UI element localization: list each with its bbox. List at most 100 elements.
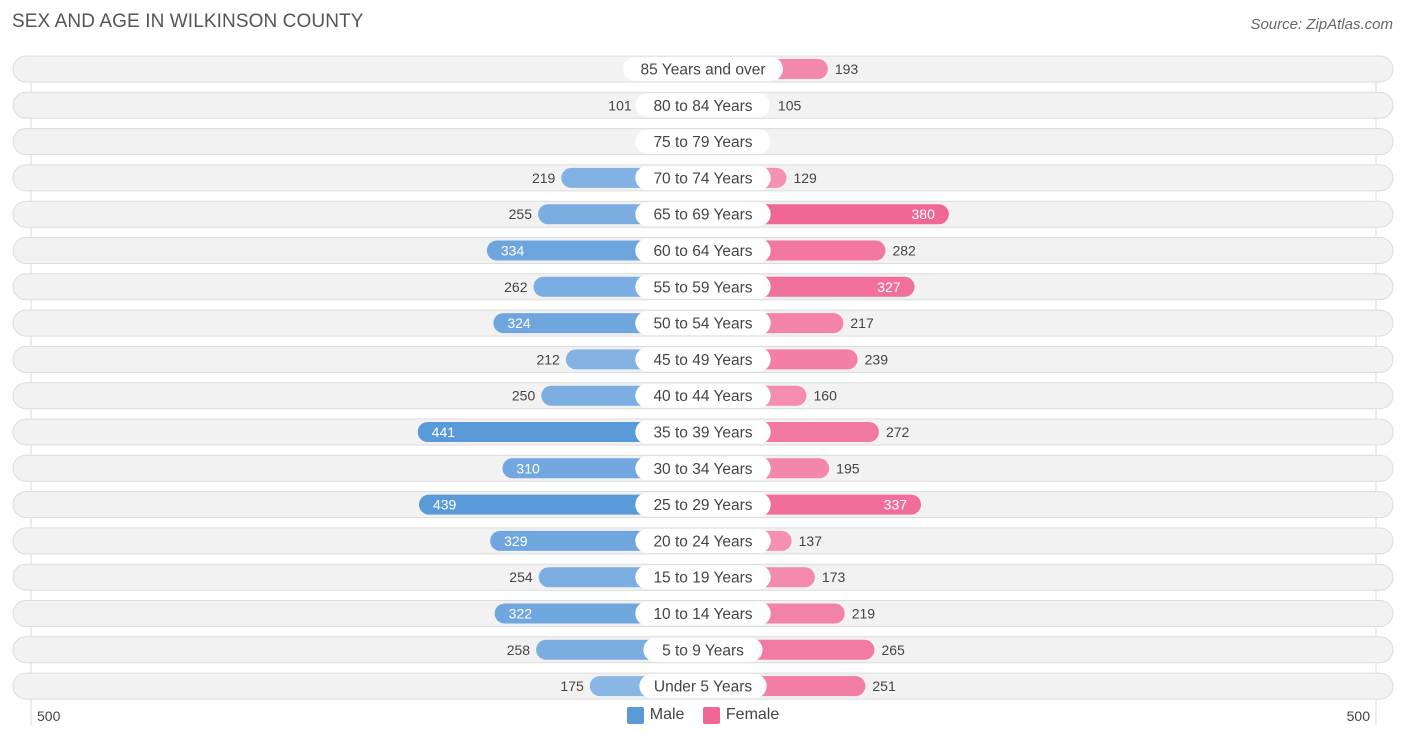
female-value-label: 272 xyxy=(886,424,910,440)
legend-item-male: Male xyxy=(626,706,685,724)
row-3: 219 129 70 to 74 Years xyxy=(12,164,1394,192)
category-label: Under 5 Years xyxy=(654,679,752,696)
axis-label-right: 500 xyxy=(1346,708,1370,724)
row-7: 324 217 50 to 54 Years xyxy=(12,309,1394,337)
male-value-label: 262 xyxy=(504,279,528,295)
category-pill xyxy=(635,383,771,408)
female-value-label: 129 xyxy=(793,170,817,186)
category-label: 20 to 24 Years xyxy=(653,533,752,550)
category-pill xyxy=(643,637,763,662)
male-value-label: 324 xyxy=(507,315,531,331)
row-14: 254 173 15 to 19 Years xyxy=(12,563,1394,591)
male-value-label: 310 xyxy=(516,460,540,476)
legend-label-male: Male xyxy=(649,706,685,723)
male-value-label: 219 xyxy=(532,170,556,186)
male-value-label: 439 xyxy=(433,497,457,513)
category-label: 85 Years and over xyxy=(641,62,766,79)
category-label: 40 to 44 Years xyxy=(653,388,752,405)
category-label: 5 to 9 Years xyxy=(662,642,744,659)
chart-title: SEX AND AGE IN WILKINSON COUNTY xyxy=(12,11,364,32)
male-bar xyxy=(417,422,703,442)
row-15: 322 219 10 to 14 Years xyxy=(12,600,1394,627)
category-label: 10 to 14 Years xyxy=(653,606,752,623)
category-pill xyxy=(635,129,771,154)
category-label: 35 to 39 Years xyxy=(653,425,752,442)
category-label: 80 to 84 Years xyxy=(653,98,752,115)
row-16: 258 265 5 to 9 Years xyxy=(12,636,1394,664)
category-pill xyxy=(635,202,771,227)
male-value-label: 250 xyxy=(512,388,536,404)
male-bar xyxy=(418,494,703,515)
male-value-label: 175 xyxy=(560,678,584,694)
category-label: 50 to 54 Years xyxy=(653,316,752,333)
category-pill xyxy=(635,565,771,590)
row-10: 441 272 35 to 39 Years xyxy=(12,418,1394,446)
female-value-label: 219 xyxy=(852,606,876,622)
female-value-label: 193 xyxy=(835,61,859,77)
category-pill xyxy=(635,601,771,626)
male-value-label: 329 xyxy=(504,533,528,549)
category-label: 70 to 74 Years xyxy=(653,170,752,187)
row-11: 310 195 30 to 34 Years xyxy=(12,454,1394,482)
category-pill xyxy=(639,674,767,699)
female-value-label: 137 xyxy=(799,533,823,549)
category-pill xyxy=(635,165,771,190)
row-8: 212 239 45 to 49 Years xyxy=(12,345,1394,373)
category-pill xyxy=(635,311,771,336)
male-value-label: 258 xyxy=(507,642,531,658)
row-9: 250 160 40 to 44 Years xyxy=(12,382,1394,410)
male-value-label: 212 xyxy=(536,351,560,367)
male-value-label: 334 xyxy=(501,243,525,259)
row-4: 255 380 65 to 69 Years xyxy=(12,200,1394,228)
row-6: 262 327 55 to 59 Years xyxy=(12,273,1394,301)
female-value-label: 195 xyxy=(836,460,860,476)
category-label: 45 to 49 Years xyxy=(653,352,752,369)
category-label: 55 to 59 Years xyxy=(653,279,752,296)
row-12: 439 337 25 to 29 Years xyxy=(12,491,1394,519)
legend-item-female: Female xyxy=(702,706,780,724)
category-label: 60 to 64 Years xyxy=(653,243,752,260)
female-value-label: 105 xyxy=(778,97,802,113)
category-label: 15 to 19 Years xyxy=(653,570,752,587)
category-pill xyxy=(635,492,771,517)
female-value-label: 173 xyxy=(822,569,846,585)
category-pill xyxy=(635,238,771,263)
category-pill xyxy=(635,528,771,553)
legend-label-female: Female xyxy=(725,706,780,723)
legend: Male Female xyxy=(0,706,1406,729)
female-value-label: 239 xyxy=(865,351,889,367)
row-0: 4819385 Years and over xyxy=(12,55,1394,83)
male-value-label: 254 xyxy=(509,569,533,585)
female-value-label: 337 xyxy=(884,497,908,513)
category-pill xyxy=(635,347,771,372)
category-label: 30 to 34 Years xyxy=(653,461,752,478)
category-label: 75 to 79 Years xyxy=(653,134,752,151)
female-value-label: 160 xyxy=(814,388,838,404)
axis-label-left: 500 xyxy=(37,708,61,724)
legend-swatch-female xyxy=(702,706,720,724)
category-pill xyxy=(635,93,771,118)
category-label: 65 to 69 Years xyxy=(653,207,752,224)
category-pill xyxy=(635,274,771,299)
category-pill xyxy=(635,456,771,481)
row-5: 334 282 60 to 64 Years xyxy=(12,237,1394,264)
male-value-label: 255 xyxy=(509,206,533,222)
female-value-label: 282 xyxy=(892,243,916,259)
male-value-label: 441 xyxy=(432,424,456,440)
row-17: 175 251 Under 5 Years xyxy=(12,672,1394,700)
category-pill xyxy=(635,420,771,444)
female-value-label: 327 xyxy=(877,279,901,295)
male-value-label: 322 xyxy=(509,606,533,622)
row-13: 329 137 20 to 24 Years xyxy=(12,527,1394,555)
female-value-label: 265 xyxy=(881,642,905,658)
female-value-label: 217 xyxy=(850,315,874,331)
row-1: 101 105 80 to 84 Years xyxy=(12,91,1394,119)
category-pill xyxy=(623,57,783,81)
category-label: 25 to 29 Years xyxy=(653,497,752,514)
legend-swatch-male xyxy=(626,706,644,724)
row-2: 556275 to 79 Years xyxy=(12,128,1394,156)
male-value-label: 101 xyxy=(608,97,632,113)
female-value-label: 251 xyxy=(872,678,896,694)
source-credit: Source: ZipAtlas.com xyxy=(1250,16,1393,33)
